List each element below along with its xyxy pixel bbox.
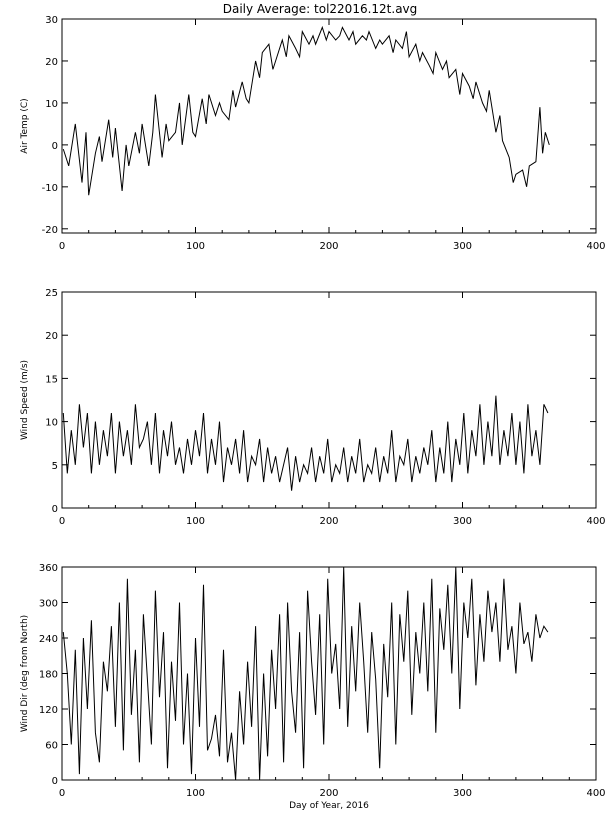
y-tick-label: 300	[39, 599, 58, 610]
figure-title: Daily Average: tol22016.12t.avg	[223, 2, 418, 16]
y-tick-label: 120	[39, 705, 58, 716]
x-tick-label: 0	[59, 516, 65, 527]
y-tick-label: 360	[39, 563, 58, 574]
y-tick-label: 20	[45, 331, 58, 342]
y-tick-label: 25	[45, 288, 58, 299]
y-tick-label: 240	[39, 634, 58, 645]
y-tick-label: 5	[52, 461, 58, 472]
chart-panel-1: 0 100 200 300 400 -20 -10 0 10 20 30 Air Temp (C)	[20, 15, 606, 252]
y-tick-label: 0	[52, 504, 58, 515]
x-tick-label: 100	[186, 516, 205, 527]
y-axis-label: Wind Dir (deg from North)	[20, 615, 30, 732]
x-tick-label: 100	[186, 241, 205, 252]
y-tick-label: 20	[45, 57, 58, 68]
y-tick-label: 15	[45, 374, 58, 385]
x-tick-label: 100	[186, 788, 205, 799]
y-tick-label: -10	[42, 183, 58, 194]
x-tick-label: 300	[453, 788, 472, 799]
series-line-2	[62, 395, 549, 491]
chart-panel-3: 0 100 200 300 400 0 60 120 180 240 300 360 Wind Dir …	[20, 563, 606, 811]
x-tick-label: 200	[319, 516, 338, 527]
y-tick-label: 10	[45, 418, 58, 429]
x-tick-label: 200	[319, 241, 338, 252]
y-tick-label: 0	[52, 141, 58, 152]
x-tick-label: 400	[586, 516, 605, 527]
x-tick-label: 200	[319, 788, 338, 799]
series-line-3	[62, 566, 549, 781]
series-line-1	[62, 25, 550, 196]
y-tick-label: 30	[45, 15, 58, 26]
x-tick-label: 300	[453, 241, 472, 252]
x-tick-label: 400	[586, 788, 605, 799]
y-axis-label: Air Temp (C)	[20, 98, 30, 153]
plot-frame	[61, 291, 597, 509]
x-axis-label: Day of Year, 2016	[289, 801, 369, 811]
y-tick-label: 60	[45, 741, 58, 752]
y-tick-label: 180	[39, 670, 58, 681]
x-tick-label: 0	[59, 788, 65, 799]
y-tick-label: -20	[42, 225, 58, 236]
x-tick-label: 0	[59, 241, 65, 252]
y-axis-label: Wind Speed (m/s)	[20, 360, 30, 440]
y-tick-label: 0	[52, 776, 58, 787]
x-tick-label: 400	[586, 241, 605, 252]
y-tick-label: 10	[45, 99, 58, 110]
chart-panel-2: 0 100 200 300 400 0 5 10 15 20 25 Wind Speed (m/s)	[20, 288, 606, 527]
x-tick-label: 300	[453, 516, 472, 527]
